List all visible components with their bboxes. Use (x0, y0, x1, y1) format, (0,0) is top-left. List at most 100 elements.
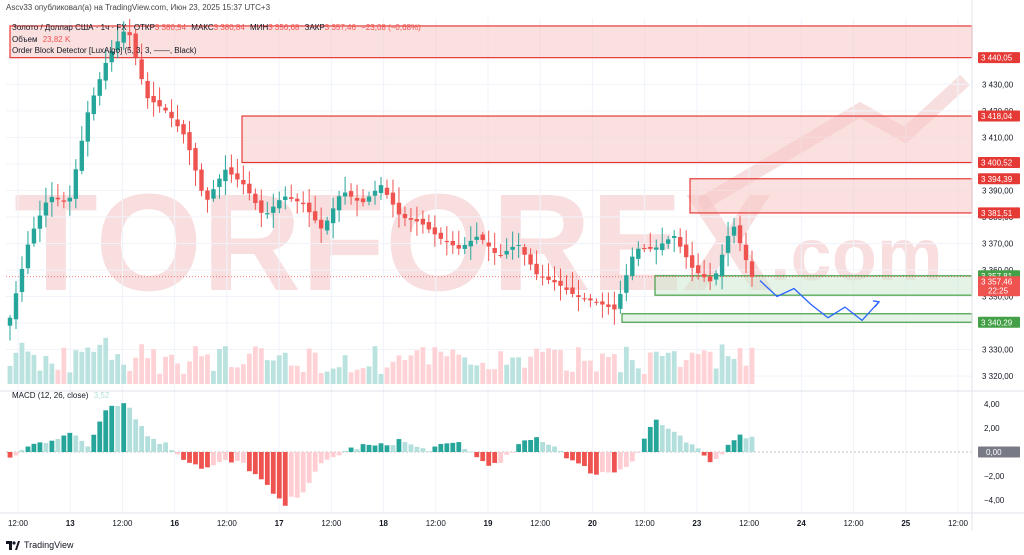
volume-bar (749, 347, 755, 384)
candle (19, 268, 25, 293)
candle (7, 317, 13, 326)
candle (187, 132, 192, 151)
macd-bar (641, 438, 647, 452)
time-tick-label: 12:00 (948, 519, 969, 528)
volume-bar (546, 348, 551, 384)
candle (127, 32, 132, 36)
volume-bar (492, 369, 498, 384)
volume-bar (109, 359, 115, 384)
macd-bar (570, 452, 575, 461)
volume-bar (175, 363, 180, 384)
candle (516, 245, 521, 247)
candle (594, 301, 599, 303)
volume-bar (43, 355, 49, 384)
macd-bar (73, 435, 79, 452)
macd-bar (145, 436, 151, 452)
candle (636, 248, 641, 259)
macd-bar (366, 444, 372, 452)
macd-bar (85, 446, 91, 452)
volume-bar (534, 348, 539, 384)
volume-bar (348, 372, 354, 384)
macd-bar (617, 452, 623, 470)
macd-legend[interactable]: MACD (12, 26, close) 3,52 (12, 391, 109, 400)
low-label: МИН (250, 23, 269, 32)
time-tick-label: 18 (379, 519, 388, 528)
projection-path (759, 280, 881, 322)
candle (707, 276, 713, 282)
macd-bar (558, 450, 563, 452)
time-tick-label: 20 (588, 519, 597, 528)
volume-bar (390, 361, 396, 384)
time-tick-label: 12:00 (112, 519, 133, 528)
candle (73, 169, 79, 199)
volume-bar (217, 348, 222, 384)
volume-bar (163, 356, 168, 384)
price-tag (978, 207, 1020, 219)
macd-bar (246, 452, 252, 472)
macd-zero-tag (978, 446, 1020, 458)
candle (193, 148, 198, 171)
volume-bar (240, 364, 246, 384)
time-tick-label: 12:00 (844, 519, 865, 528)
macd-bar (522, 440, 528, 452)
macd-bar (683, 442, 689, 452)
time-tick-label: 23 (692, 519, 701, 528)
symbol-line[interactable]: Золото / Доллар США · 1ч · FX (12, 23, 127, 32)
macd-bar (492, 452, 498, 463)
macd-bar (288, 452, 294, 497)
volume-bar (444, 356, 450, 384)
candle (504, 250, 509, 255)
volume-bar (145, 358, 151, 384)
macd-bar (330, 452, 336, 458)
time-tick-label: 12:00 (530, 519, 551, 528)
candle (576, 295, 581, 298)
volume-bar (414, 350, 420, 384)
candle (582, 298, 587, 300)
volume-bar (300, 371, 306, 384)
candle (91, 95, 96, 115)
macd-bar (486, 452, 492, 466)
price-tag-label: 3 400,52 (981, 159, 1013, 168)
volume-legend[interactable]: Объем 23,82 K (12, 35, 70, 44)
candle (432, 227, 438, 235)
macd-bar (360, 444, 366, 452)
candle (749, 261, 755, 277)
volume-bar (378, 373, 384, 384)
volume-bar (456, 354, 462, 384)
candle (301, 202, 306, 205)
indicator-legend[interactable]: Order Block Detector [LuxAlgo] (5, 3, 3,… (12, 46, 197, 55)
volume-bar (211, 370, 216, 384)
volume-bar (169, 354, 174, 384)
macd-bar (420, 448, 426, 452)
macd-bar (582, 452, 587, 466)
candle (205, 190, 210, 200)
candle (648, 246, 653, 249)
footer-brand[interactable]: TradingView (6, 540, 74, 550)
candle (588, 298, 593, 301)
volume-bar (264, 360, 270, 384)
macd-bar (318, 452, 324, 464)
candles (7, 18, 755, 341)
price-tag-label: 3 418,04 (981, 112, 1013, 121)
volume-bar (151, 349, 157, 384)
macd-bar (234, 452, 240, 461)
macd-bar (749, 436, 755, 452)
candle (235, 173, 240, 180)
price-tag-label: 3 340,29 (981, 318, 1013, 327)
macd-bar (737, 434, 743, 452)
candle (468, 240, 473, 247)
macd-bar (97, 421, 103, 452)
macd-tick-label: −2,00 (984, 472, 1005, 481)
candle (289, 197, 294, 199)
macd-bar (731, 440, 737, 452)
candle (354, 198, 360, 201)
volume-bar (133, 357, 139, 384)
volume-bar (588, 360, 593, 384)
macd-bar (677, 435, 683, 452)
price-tick-label: 3 320,00 (982, 372, 1014, 381)
macd-bar (480, 452, 486, 462)
volume-bar (37, 370, 43, 384)
macd-tick-label: 2,00 (984, 424, 1000, 433)
candle (570, 287, 575, 294)
